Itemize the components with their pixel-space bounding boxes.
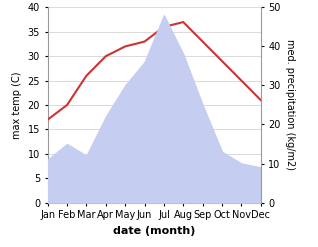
Y-axis label: max temp (C): max temp (C)	[12, 71, 22, 139]
Y-axis label: med. precipitation (kg/m2): med. precipitation (kg/m2)	[285, 40, 295, 170]
X-axis label: date (month): date (month)	[113, 226, 196, 236]
